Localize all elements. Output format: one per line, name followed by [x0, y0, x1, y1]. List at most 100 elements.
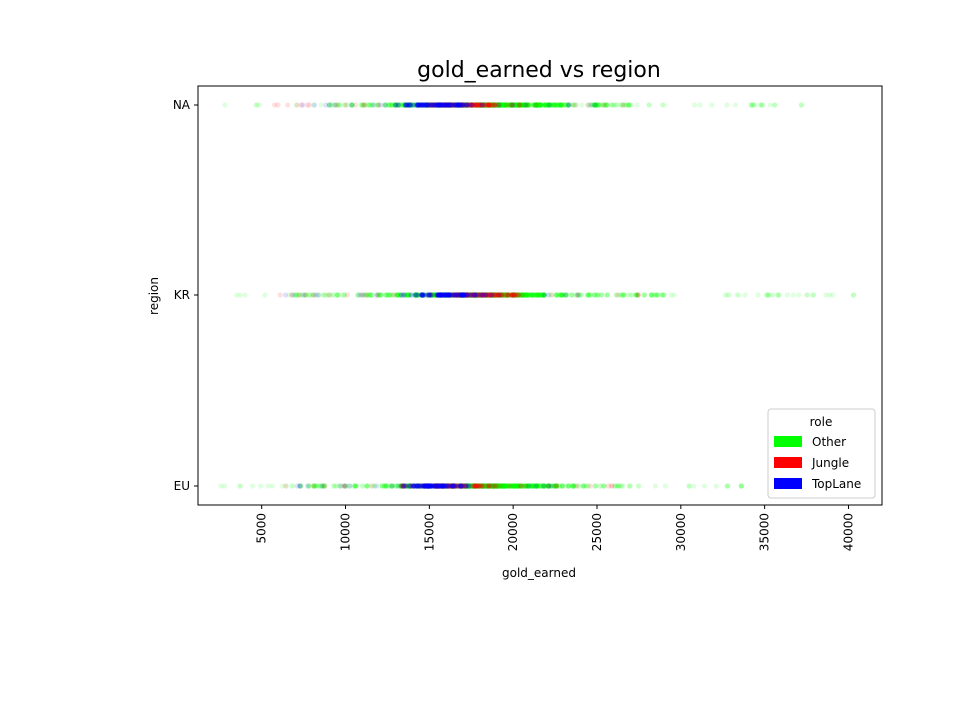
- toplane-point: [575, 292, 581, 298]
- other-point: [444, 102, 450, 108]
- other-point: [503, 483, 509, 489]
- toplane-point: [407, 102, 413, 108]
- jungle-point: [490, 483, 496, 489]
- jungle-point: [483, 102, 489, 108]
- other-point: [294, 292, 300, 298]
- other-point: [509, 292, 515, 298]
- other-point: [559, 483, 565, 489]
- other-point: [671, 292, 677, 298]
- other-point: [218, 483, 224, 489]
- other-point: [397, 292, 403, 298]
- other-point: [509, 102, 515, 108]
- toplane-point: [423, 483, 429, 489]
- other-point: [538, 102, 544, 108]
- other-point: [473, 292, 479, 298]
- toplane-point: [427, 483, 433, 489]
- other-point: [310, 292, 316, 298]
- toplane-point: [430, 102, 436, 108]
- other-point: [482, 292, 489, 298]
- other-point: [395, 483, 401, 489]
- other-point: [378, 292, 385, 298]
- toplane-point: [445, 102, 451, 108]
- other-point: [439, 102, 445, 108]
- toplane-point: [458, 292, 464, 298]
- other-point: [499, 292, 505, 298]
- other-point: [546, 483, 552, 489]
- other-point: [538, 102, 544, 108]
- other-point: [478, 102, 484, 108]
- other-point: [742, 292, 748, 298]
- other-point: [439, 102, 446, 108]
- jungle-point: [509, 102, 516, 108]
- other-point: [482, 483, 488, 489]
- jungle-point: [477, 483, 484, 489]
- other-point: [431, 483, 437, 489]
- jungle-point: [485, 292, 491, 298]
- other-point: [489, 483, 495, 489]
- other-point: [422, 102, 428, 108]
- jungle-point: [494, 483, 500, 489]
- toplane-point: [450, 483, 456, 489]
- other-point: [517, 102, 523, 108]
- other-point: [533, 102, 539, 108]
- other-point: [458, 292, 464, 298]
- other-point: [509, 292, 516, 298]
- jungle-point: [408, 483, 414, 489]
- jungle-point: [477, 102, 483, 108]
- other-point: [443, 483, 449, 489]
- other-point: [327, 102, 333, 108]
- other-point: [501, 483, 507, 489]
- toplane-point: [420, 102, 426, 108]
- other-point: [460, 102, 466, 108]
- other-point: [562, 483, 569, 489]
- toplane-point: [452, 102, 458, 108]
- other-point: [485, 292, 491, 298]
- jungle-point: [477, 102, 483, 108]
- jungle-point: [439, 483, 445, 489]
- toplane-point: [407, 102, 414, 108]
- toplane-point: [425, 102, 431, 108]
- other-point: [491, 483, 497, 489]
- other-point: [473, 292, 479, 298]
- jungle-point: [422, 483, 428, 489]
- other-point: [517, 102, 523, 108]
- other-point: [541, 292, 547, 298]
- jungle-point: [470, 483, 476, 489]
- toplane-point: [446, 292, 452, 298]
- other-point: [850, 292, 857, 298]
- other-point: [441, 292, 447, 298]
- other-point: [392, 102, 398, 108]
- other-point: [474, 292, 480, 298]
- other-point: [506, 102, 512, 108]
- other-point: [565, 483, 572, 489]
- other-point: [593, 102, 600, 108]
- toplane-point: [445, 102, 451, 108]
- other-point: [456, 102, 462, 108]
- jungle-point: [465, 102, 471, 108]
- toplane-point: [432, 102, 438, 108]
- other-point: [601, 483, 607, 489]
- jungle-point: [479, 292, 485, 298]
- other-point: [420, 483, 426, 489]
- toplane-point: [425, 292, 431, 298]
- toplane-point: [445, 292, 451, 298]
- other-point: [431, 292, 437, 298]
- jungle-point: [425, 483, 431, 489]
- jungle-point: [489, 102, 495, 108]
- toplane-point: [435, 102, 441, 108]
- jungle-point: [475, 483, 481, 489]
- other-point: [534, 102, 540, 108]
- other-point: [359, 102, 365, 108]
- other-point: [546, 102, 552, 108]
- other-point: [502, 292, 509, 298]
- other-point: [493, 483, 499, 489]
- toplane-point: [282, 292, 289, 298]
- jungle-point: [433, 102, 439, 108]
- toplane-point: [452, 292, 458, 298]
- other-point: [458, 483, 464, 489]
- jungle-point: [476, 292, 482, 298]
- other-point: [554, 483, 560, 489]
- other-point: [511, 292, 518, 298]
- other-point: [479, 102, 485, 108]
- other-point: [307, 292, 313, 298]
